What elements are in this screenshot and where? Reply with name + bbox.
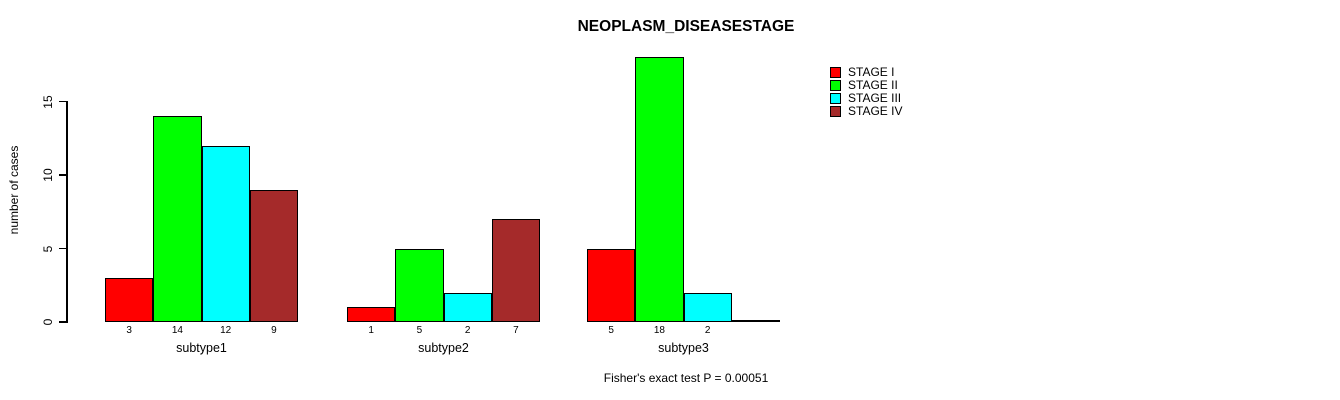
y-axis-tick-label: 10 xyxy=(41,168,55,182)
y-axis-label: number of cases xyxy=(7,145,21,235)
bar-value-label: 2 xyxy=(704,325,711,336)
legend-row-stage-ii: STAGE II xyxy=(0,79,898,92)
y-axis-tick-label: 0 xyxy=(41,318,55,326)
bar-subtype1-stage-iii xyxy=(201,145,250,322)
annotation-fisher-test: Fisher's exact test P = 0.00051 xyxy=(603,371,769,385)
legend-swatch-stage-ii xyxy=(830,80,841,91)
bar-value-label: 14 xyxy=(171,325,183,336)
bar-subtype1-stage-iv xyxy=(249,189,298,322)
legend-row-stage-i: STAGE I xyxy=(0,66,894,79)
bar-subtype3-stage-iv xyxy=(731,320,780,322)
bar-value-label: 12 xyxy=(220,325,232,336)
legend-label-stage-iv: STAGE IV xyxy=(848,104,903,118)
bar-value-label: 18 xyxy=(653,325,665,336)
bar-subtype2-stage-iv xyxy=(491,219,540,322)
bar-subtype3-stage-iii xyxy=(683,292,732,322)
bar-value-label: 9 xyxy=(271,325,277,336)
y-axis-line xyxy=(66,101,68,323)
x-category-label-subtype3: subtype3 xyxy=(658,341,709,355)
bar-value-label: 7 xyxy=(513,325,519,336)
legend-label-stage-ii: STAGE II xyxy=(848,78,898,92)
y-axis-tick xyxy=(59,247,66,250)
y-axis-tick xyxy=(59,174,66,176)
x-category-label-subtype1: subtype1 xyxy=(176,341,227,355)
bar-value-label: 5 xyxy=(608,325,614,336)
bar-subtype1-stage-ii xyxy=(153,116,202,322)
legend-swatch-stage-iii xyxy=(830,93,841,104)
y-axis-tick xyxy=(59,321,66,323)
legend-swatch-stage-i xyxy=(830,67,841,78)
bar-subtype1-stage-i xyxy=(105,277,154,322)
chart-title: NEOPLASM_DISEASESTAGE xyxy=(577,18,795,35)
bar-value-label: 1 xyxy=(368,325,374,336)
bar-subtype2-stage-iii xyxy=(443,292,492,322)
bar-subtype3-stage-ii xyxy=(635,57,684,322)
legend-label-stage-iii: STAGE III xyxy=(848,91,902,105)
legend-row-stage-iii: STAGE III xyxy=(0,92,901,105)
legend-row-stage-iv: STAGE IV xyxy=(0,105,902,118)
bar-value-label: 5 xyxy=(416,325,423,336)
bar-value-label: 3 xyxy=(126,325,132,336)
bar-subtype2-stage-ii xyxy=(395,248,444,322)
bar-value-label: 2 xyxy=(464,325,471,336)
bar-subtype2-stage-i xyxy=(347,307,396,322)
y-axis-tick xyxy=(59,100,66,103)
legend-swatch-stage-iv xyxy=(830,106,841,117)
y-axis-tick-label: 5 xyxy=(41,245,55,252)
x-category-label-subtype2: subtype2 xyxy=(418,341,469,355)
legend-label-stage-i: STAGE I xyxy=(848,65,895,79)
bar-subtype3-stage-i xyxy=(587,248,636,322)
